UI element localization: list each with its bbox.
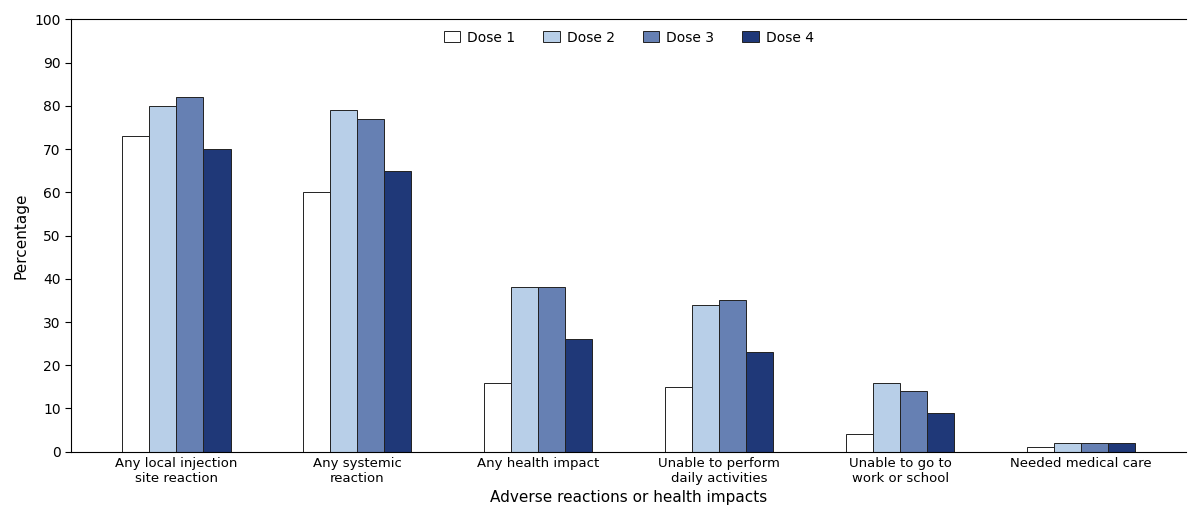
Bar	[746, 352, 774, 452]
Y-axis label: Percentage: Percentage	[14, 193, 29, 279]
Bar	[484, 383, 511, 452]
Bar	[203, 149, 230, 452]
Bar	[302, 193, 330, 452]
Bar	[1054, 443, 1081, 452]
Bar	[149, 106, 176, 452]
Bar	[846, 434, 874, 452]
Bar	[928, 413, 954, 452]
Bar	[1081, 443, 1109, 452]
Bar	[719, 301, 746, 452]
Legend: Dose 1, Dose 2, Dose 3, Dose 4: Dose 1, Dose 2, Dose 3, Dose 4	[439, 26, 817, 49]
Bar	[538, 288, 565, 452]
Bar	[122, 136, 149, 452]
Bar	[384, 171, 412, 452]
Bar	[692, 305, 719, 452]
Bar	[874, 383, 900, 452]
Bar	[511, 288, 538, 452]
Bar	[665, 387, 692, 452]
Bar	[565, 339, 593, 452]
Bar	[176, 97, 203, 452]
Bar	[1109, 443, 1135, 452]
Bar	[330, 110, 358, 452]
Bar	[1027, 447, 1054, 452]
X-axis label: Adverse reactions or health impacts: Adverse reactions or health impacts	[490, 490, 767, 505]
Bar	[900, 391, 928, 452]
Bar	[358, 119, 384, 452]
